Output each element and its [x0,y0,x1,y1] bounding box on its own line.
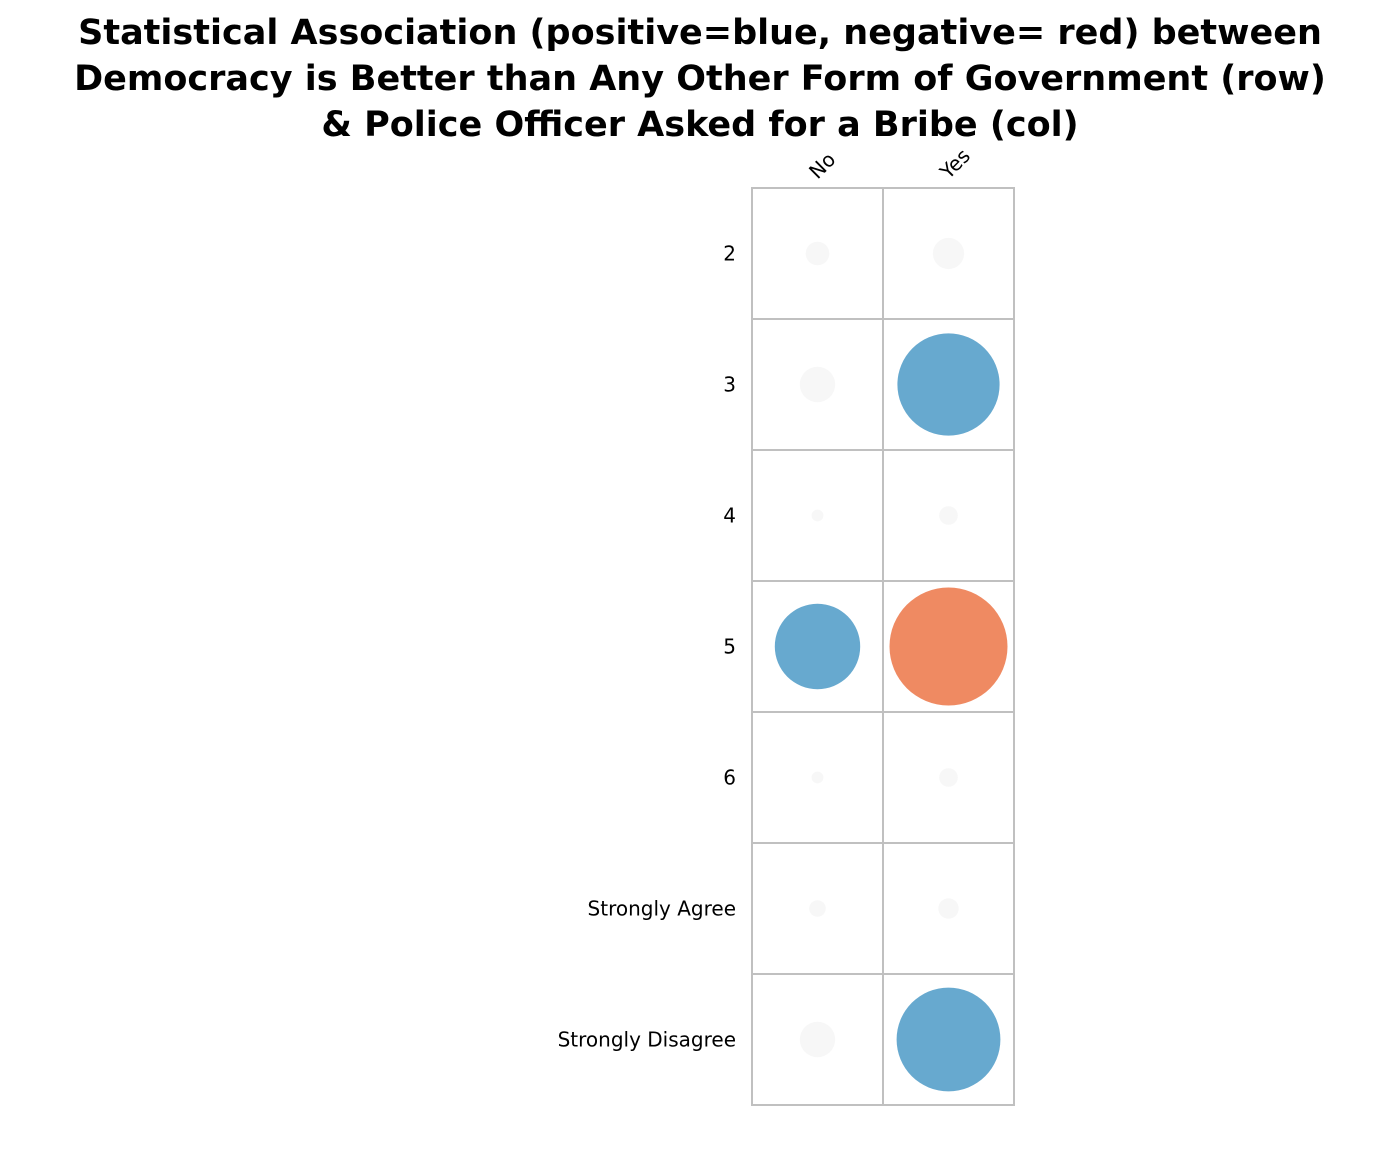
bubble-6-yes [939,768,958,787]
bubble-4-no [811,509,824,522]
bubble-6-no [811,771,824,784]
chart-title-line-2: Democracy is Better than Any Other Form … [74,59,1326,99]
row-labels: 2 3 4 5 6 Strongly Agree Strongly Disagree [558,242,736,1052]
bubbles [774,237,1008,1092]
bubble-5-yes [889,587,1008,706]
bubble-strongly-agree-no [809,900,826,917]
row-label-strongly-disagree: Strongly Disagree [558,1028,736,1052]
col-label-yes: Yes [934,144,975,185]
bubble-2-yes [932,237,965,270]
row-label-5: 5 [723,635,736,659]
bubble-4-yes [939,506,958,525]
row-label-2: 2 [723,242,736,266]
row-label-4: 4 [723,504,736,528]
row-label-6: 6 [723,766,736,790]
row-label-3: 3 [723,373,736,397]
bubble-5-no [774,603,861,690]
chart-title-line-3: & Police Officer Asked for a Bribe (col) [321,105,1079,145]
bubble-strongly-disagree-yes [896,987,1001,1092]
bubble-3-yes [897,333,1000,436]
bubble-strongly-agree-yes [938,898,959,919]
bubble-strongly-disagree-no [799,1021,836,1058]
chart-title: Statistical Association (positive=blue, … [0,10,1400,148]
chart-title-line-1: Statistical Association (positive=blue, … [78,13,1322,53]
col-label-no: No [804,147,840,183]
bubble-2-no [805,241,830,266]
column-labels: No Yes [804,144,975,185]
bubble-3-no [799,366,836,403]
row-label-strongly-agree: Strongly Agree [588,897,736,921]
